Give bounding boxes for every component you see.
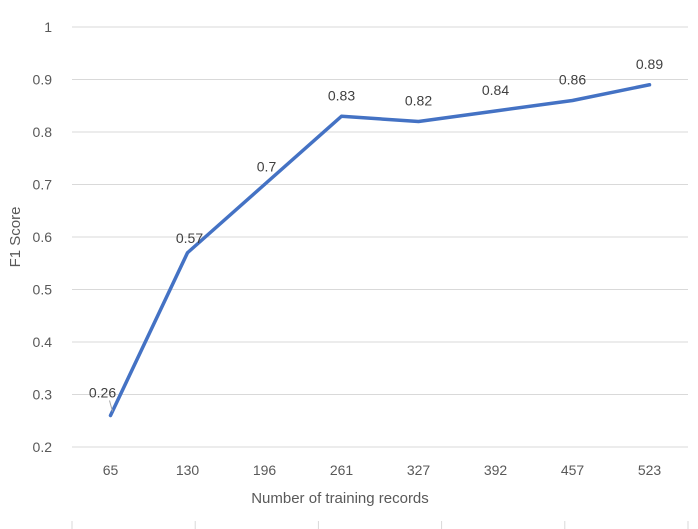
x-tick-label: 327 [407,462,431,478]
y-tick-label: 0.4 [33,334,53,350]
data-point [340,114,343,118]
x-tick-label: 196 [253,462,277,478]
data-label-leader [109,400,113,412]
data-label: 0.86 [559,72,586,88]
y-tick-label: 0.5 [33,282,53,298]
data-label: 0.84 [482,82,509,98]
data-label: 0.26 [89,385,116,401]
data-point [109,414,112,417]
x-tick-label: 457 [561,462,585,478]
x-tick-label: 261 [330,462,354,478]
x-tick-label: 392 [484,462,508,478]
y-tick-label: 1 [44,19,52,35]
y-tick-label: 0.2 [33,439,53,455]
axes: 0.2 0.3 0.4 0.5 0.6 0.7 0.8 0.9 1 65 130 196 261 327 3… [33,19,689,529]
data-point [494,109,497,113]
x-axis-title: Number of training records [251,490,429,507]
data-label: 0.83 [328,87,355,103]
x-tick-label: 523 [638,462,662,478]
data-point [263,183,266,186]
y-tick-label: 0.7 [33,177,53,193]
data-point [571,99,574,102]
data-point [186,251,189,255]
x-tick-label: 65 [103,462,119,478]
y-axis-title: F1 Score [7,207,24,268]
x-tick-label: 130 [176,462,200,478]
y-tick-label: 0.6 [33,229,53,245]
y-tick-label: 0.9 [33,72,53,88]
data-point [417,120,420,123]
gridlines [72,26,688,395]
series-line [108,83,652,418]
y-tick-label: 0.3 [33,387,53,403]
data-label: 0.82 [405,93,432,109]
data-label: 0.7 [257,159,277,175]
y-tick-label: 0.8 [33,124,53,140]
series-layer [108,83,652,418]
data-labels: 0.26 0.57 0.7 0.83 0.82 0.84 0.86 0.89 [89,56,663,412]
data-point [648,83,651,87]
data-label: 0.89 [636,56,663,72]
data-label: 0.57 [176,230,203,246]
